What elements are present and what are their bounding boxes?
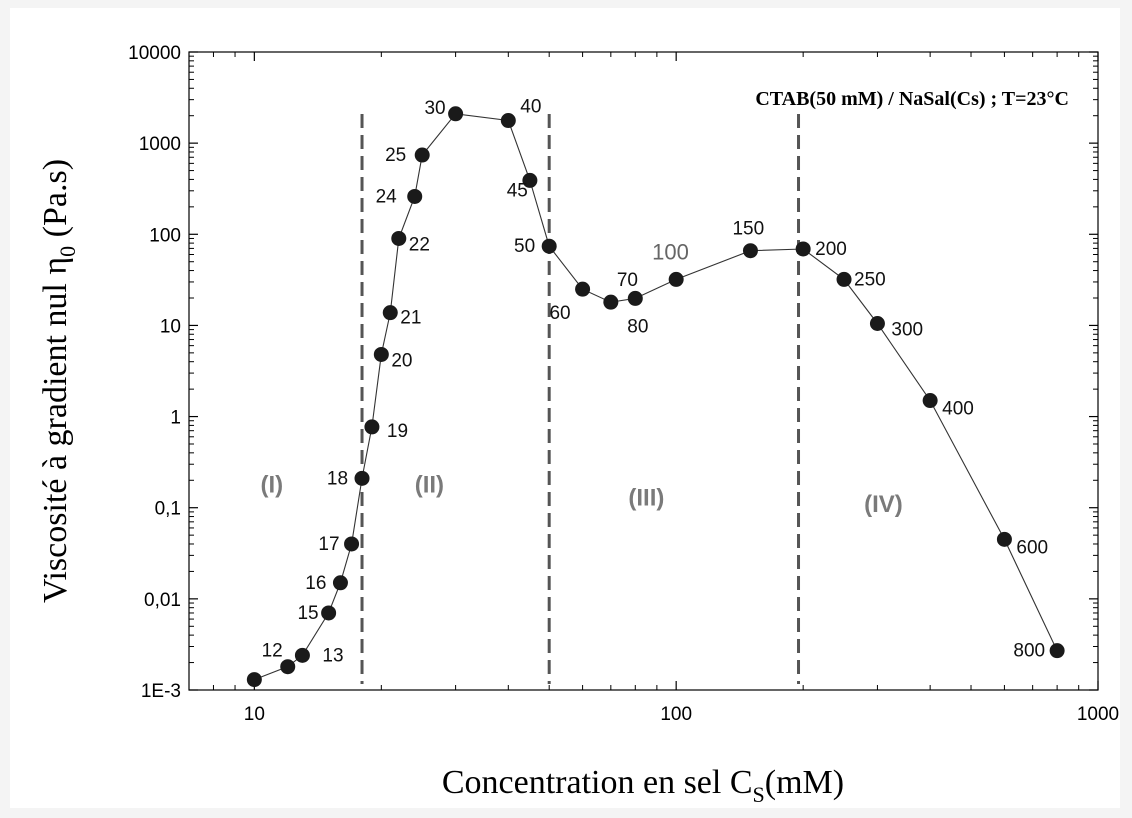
data-point	[996, 531, 1012, 547]
data-point-label: 150	[732, 219, 764, 240]
data-point-label: 80	[627, 316, 648, 337]
data-point-label: 45	[507, 180, 528, 201]
data-point-label: 25	[385, 145, 406, 166]
region-boundaries	[360, 114, 801, 684]
data-point	[321, 605, 337, 621]
data-point	[280, 659, 296, 675]
data-point-label: 400	[942, 399, 974, 420]
data-point-label: 60	[549, 303, 570, 324]
data-point	[575, 281, 591, 297]
data-point	[344, 536, 360, 552]
data-point-label: 18	[327, 468, 348, 489]
data-point-label: 17	[318, 534, 339, 555]
data-point	[391, 230, 407, 246]
x-axis-title: Concentration en sel CS(mM)	[442, 764, 844, 807]
y-tick-label: 10000	[128, 43, 181, 64]
data-point	[836, 271, 852, 287]
chart-frame	[10, 8, 1120, 808]
data-point-label: 800	[1013, 641, 1045, 662]
data-point-label: 21	[400, 308, 421, 329]
y-tick-label: 0,01	[144, 590, 181, 611]
data-point-label: 16	[305, 573, 326, 594]
plot-area: 10 100 1000 1E-3 0,01 0,1 1 10 100 1000 10000 12 13…	[128, 43, 1119, 725]
data-point	[668, 271, 684, 287]
data-point	[448, 106, 464, 122]
data-point	[332, 575, 348, 591]
y-tick-label: 1000	[139, 134, 181, 155]
data-point-label: 200	[815, 239, 847, 260]
plot-border	[188, 51, 1099, 691]
data-point-label: 15	[297, 603, 318, 624]
data-point-label: 13	[322, 645, 343, 666]
region-labels: (I) (II) (III) (IV)	[260, 471, 902, 517]
data-point	[500, 113, 516, 129]
data-point-label: 20	[391, 350, 412, 371]
region-label: (III)	[628, 484, 664, 511]
data-point-label: 250	[854, 269, 886, 290]
data-point	[373, 346, 389, 362]
region-label: (II)	[415, 471, 444, 498]
data-point-label: 50	[514, 236, 535, 257]
data-point	[869, 315, 885, 331]
data-point	[382, 305, 398, 321]
data-point	[407, 188, 423, 204]
data-point	[1049, 643, 1065, 659]
data-point-label: 100	[652, 239, 689, 264]
data-point	[364, 419, 380, 435]
x-tick-label: 1000	[1077, 704, 1119, 725]
y-tick-label: 0,1	[155, 499, 181, 520]
data-point	[603, 294, 619, 310]
data-point	[627, 290, 643, 306]
series-line	[254, 113, 1058, 681]
data-point-label: 70	[617, 270, 638, 291]
data-point	[922, 393, 938, 409]
y-axis-title: Viscosité à gradient nul η0 (Pa.s)	[37, 159, 80, 603]
y-tick-label: 1E-3	[141, 681, 181, 702]
data-point-label: 40	[520, 97, 541, 118]
data-point-label: 300	[891, 319, 923, 340]
y-tick-label: 100	[149, 225, 181, 246]
data-point	[294, 647, 310, 663]
data-point	[414, 147, 430, 163]
data-point	[742, 243, 758, 259]
data-point	[795, 241, 811, 257]
y-tick-label: 10	[160, 316, 181, 337]
data-point-label: 12	[262, 641, 283, 662]
axes: 10 100 1000 1E-3 0,01 0,1 1 10 100 1000 10000	[128, 43, 1119, 725]
data-point-label: 600	[1016, 537, 1048, 558]
data-point-label: 24	[376, 186, 398, 207]
data-point	[541, 238, 557, 254]
data-point-label: 22	[409, 234, 430, 255]
region-label: (I)	[260, 471, 283, 498]
chart-title: CTAB(50 mM) / NaSal(Cs) ; T=23°C	[755, 88, 1069, 110]
data-point	[246, 672, 262, 688]
x-tick-label: 10	[244, 704, 265, 725]
x-tick-label: 100	[660, 704, 692, 725]
data-point	[354, 470, 370, 486]
data-point-label: 19	[387, 421, 408, 442]
y-tick-label: 1	[170, 408, 181, 429]
data-point-label: 30	[424, 98, 445, 119]
data-point	[522, 172, 538, 188]
region-label: (IV)	[864, 491, 903, 518]
